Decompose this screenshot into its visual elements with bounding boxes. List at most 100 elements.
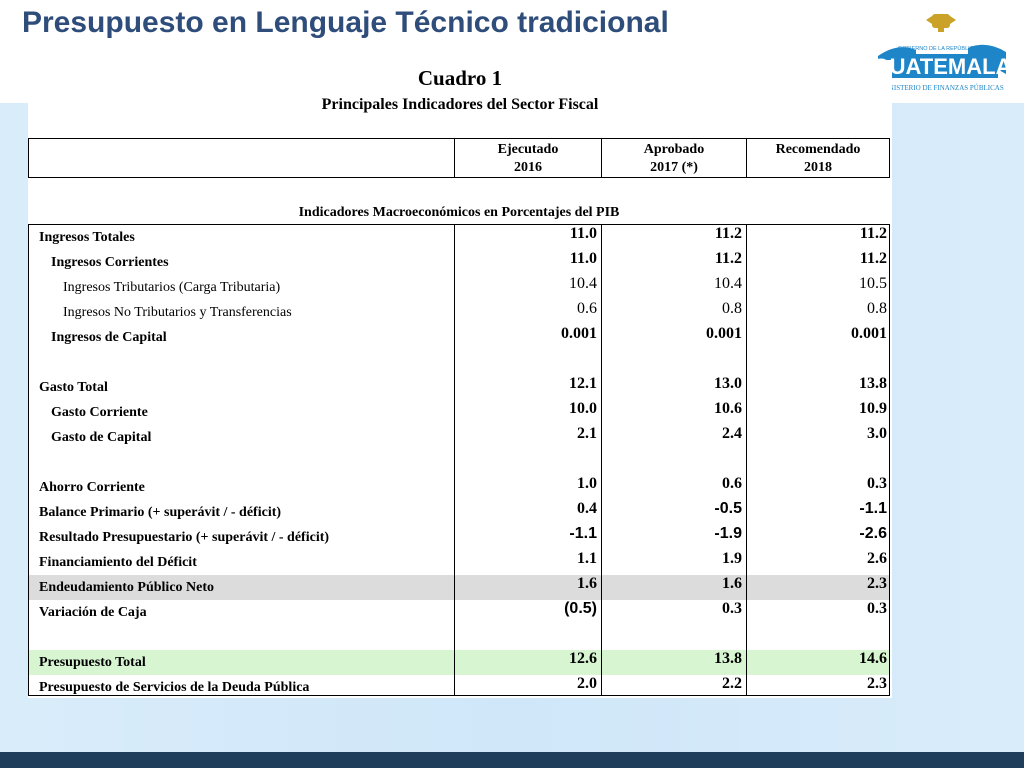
coat-of-arms-icon: GUATEMALA GOBIERNO DE LA REPÚBLICA DE MI… [873, 14, 1012, 92]
row-value: 0.001 [851, 325, 887, 342]
table-row: Gasto Corriente 10.0 10.6 10.9 [29, 400, 889, 425]
row-label: Presupuesto Total [39, 655, 146, 670]
cuadro-title: Cuadro 1 [417, 66, 503, 90]
column-header-line1: Ejecutado [497, 142, 559, 157]
row-label: Financiamiento del Déficit [39, 555, 197, 570]
row-value: 13.0 [714, 375, 742, 392]
row-value: 0.4 [577, 500, 597, 517]
row-label: Ingresos No Tributarios y Transferencias [63, 305, 292, 320]
column-header-line1: Aprobado [643, 142, 705, 157]
row-label: Gasto Corriente [51, 405, 148, 420]
row-value: 10.4 [714, 275, 742, 292]
row-value: -1.9 [714, 525, 742, 542]
row-value: 10.4 [569, 275, 597, 292]
row-value: 11.2 [859, 225, 887, 242]
row-value: 13.8 [859, 375, 887, 392]
row-label: Variación de Caja [39, 605, 147, 620]
row-value: (0.5) [564, 600, 597, 617]
row-value: 2.0 [577, 675, 597, 692]
row-label: Resultado Presupuestario (+ superávit / … [39, 530, 330, 545]
column-divider [746, 225, 747, 695]
row-value: -1.1 [569, 525, 597, 542]
row-value: 13.8 [714, 650, 742, 667]
table-row: Variación de Caja (0.5) 0.3 0.3 [29, 600, 889, 625]
row-value: 0.6 [577, 300, 597, 317]
row-value: 1.9 [722, 550, 742, 567]
table-row: Presupuesto Total 12.6 13.8 14.6 [29, 650, 889, 675]
row-value: -1.1 [859, 500, 887, 517]
table-row: Ingresos Corrientes 11.0 11.2 11.2 [29, 250, 889, 275]
column-header-line2: 2018 [804, 160, 832, 175]
table-row: Resultado Presupuestario (+ superávit / … [29, 525, 889, 550]
row-value: 14.6 [859, 650, 887, 667]
table-row: Ingresos de Capital 0.001 0.001 0.001 [29, 325, 889, 350]
row-value: 1.6 [722, 575, 742, 592]
footer-bar [0, 752, 1024, 768]
svg-text:GOBIERNO DE LA REPÚBLICA DE: GOBIERNO DE LA REPÚBLICA DE [898, 45, 987, 52]
row-label: Presupuesto de Servicios de la Deuda Púb… [39, 680, 310, 695]
column-divider [454, 225, 455, 695]
row-label: Ingresos Corrientes [51, 255, 169, 270]
row-value: -2.6 [859, 525, 887, 542]
row-value: 11.2 [714, 250, 742, 267]
column-header-line2: 2016 [514, 160, 542, 175]
svg-text:GUATEMALA: GUATEMALA [876, 54, 1008, 79]
row-value: 0.8 [867, 300, 887, 317]
row-value: 10.6 [714, 400, 742, 417]
row-value: 12.6 [569, 650, 597, 667]
row-value: 2.3 [867, 675, 887, 692]
row-value: 11.2 [714, 225, 742, 242]
table-row: Ahorro Corriente 1.0 0.6 0.3 [29, 475, 889, 500]
row-label: Gasto de Capital [51, 430, 152, 445]
column-header: Aprobado 2017 (*) [601, 139, 746, 177]
row-value: 10.0 [569, 400, 597, 417]
column-header-line1: Recomendado [775, 142, 861, 157]
cuadro-subtitle: Principales Indicadores del Sector Fisca… [321, 96, 599, 113]
row-value: 2.3 [867, 575, 887, 592]
section-title: Indicadores Macroeconómicos en Porcentaj… [298, 205, 620, 220]
table-row: Ingresos Tributarios (Carga Tributaria) 1… [29, 275, 889, 300]
row-value: 10.9 [859, 400, 887, 417]
guatemala-logo: GUATEMALA GOBIERNO DE LA REPÚBLICA DE MI… [873, 12, 1012, 100]
row-value: 2.4 [722, 425, 742, 442]
column-header: Recomendado 2018 [746, 139, 889, 177]
row-label: Gasto Total [39, 380, 108, 395]
row-value: 0.3 [867, 475, 887, 492]
row-value: 1.1 [577, 550, 597, 567]
table-row: Gasto de Capital 2.1 2.4 3.0 [29, 425, 889, 450]
row-value: 2.1 [577, 425, 597, 442]
row-value: 3.0 [867, 425, 887, 442]
indicators-table: Ingresos Totales 11.0 11.2 11.2 Ingresos Cor… [28, 224, 890, 696]
row-value: -0.5 [714, 500, 742, 517]
row-value: 10.5 [859, 275, 887, 292]
row-value: 0.3 [722, 600, 742, 617]
row-value: 0.001 [561, 325, 597, 342]
table-row: Ingresos No Tributarios y Transferencias… [29, 300, 889, 325]
row-value: 0.6 [722, 475, 742, 492]
table-row: Gasto Total 12.1 13.0 13.8 [29, 375, 889, 400]
row-label: Endeudamiento Público Neto [39, 580, 215, 595]
column-header: Ejecutado 2016 [454, 139, 601, 177]
table-row: Financiamiento del Déficit 1.1 1.9 2.6 [29, 550, 889, 575]
row-label: Ingresos Tributarios (Carga Tributaria) [63, 280, 281, 295]
row-value: 11.0 [569, 225, 597, 242]
row-value: 2.2 [722, 675, 742, 692]
column-header-table: Ejecutado 2016 Aprobado 2017 (*) Recomen… [28, 138, 890, 178]
table-row: Ingresos Totales 11.0 11.2 11.2 [29, 225, 889, 250]
table-row: Presupuesto de Servicios de la Deuda Púb… [29, 675, 889, 700]
column-divider [601, 225, 602, 695]
row-label: Ingresos Totales [39, 230, 135, 245]
row-value: 1.0 [577, 475, 597, 492]
row-value: 0.001 [706, 325, 742, 342]
row-value: 2.6 [867, 550, 887, 567]
cuadro-panel: Cuadro 1 Principales Indicadores del Sec… [28, 60, 892, 698]
row-value: 11.0 [569, 250, 597, 267]
row-value: 0.3 [867, 600, 887, 617]
row-value: 1.6 [577, 575, 597, 592]
row-label: Ingresos de Capital [51, 330, 167, 345]
column-header-line2: 2017 (*) [650, 160, 698, 175]
table-row: Endeudamiento Público Neto 1.6 1.6 2.3 [29, 575, 889, 600]
row-value: 12.1 [569, 375, 597, 392]
row-label: Balance Primario (+ superávit / - défici… [39, 505, 282, 520]
row-value: 11.2 [859, 250, 887, 267]
